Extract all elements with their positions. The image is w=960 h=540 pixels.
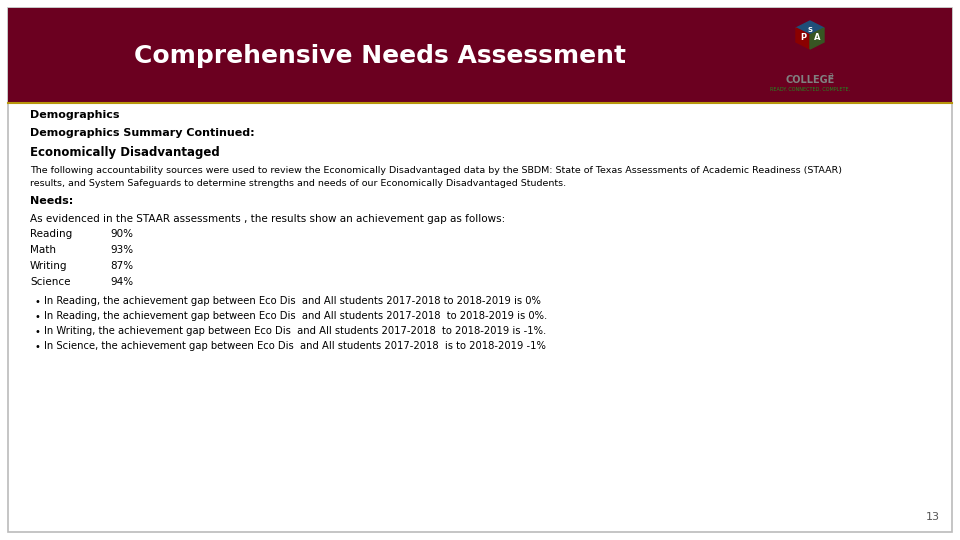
Text: S: S [807, 27, 812, 33]
Text: In Science, the achievement gap between Eco Dis  and All students 2017-2018  is : In Science, the achievement gap between … [44, 341, 546, 351]
Text: Economically Disadvantaged: Economically Disadvantaged [30, 146, 220, 159]
FancyBboxPatch shape [8, 8, 952, 532]
FancyBboxPatch shape [8, 8, 952, 103]
Polygon shape [796, 21, 824, 35]
Text: 93%: 93% [110, 245, 133, 255]
Polygon shape [810, 28, 824, 49]
Text: •: • [34, 312, 40, 322]
Text: •: • [34, 327, 40, 337]
Text: Math: Math [30, 245, 56, 255]
Text: Writing: Writing [30, 261, 67, 271]
Text: COLLEGE: COLLEGE [785, 75, 834, 85]
Text: 90%: 90% [110, 229, 133, 239]
Text: Comprehensive Needs Assessment: Comprehensive Needs Assessment [134, 44, 626, 68]
Text: P: P [800, 33, 806, 43]
Text: 94%: 94% [110, 277, 133, 287]
Polygon shape [796, 28, 810, 49]
Text: Needs:: Needs: [30, 196, 73, 206]
Text: 87%: 87% [110, 261, 133, 271]
Text: In Reading, the achievement gap between Eco Dis  and All students 2017-2018 to 2: In Reading, the achievement gap between … [44, 296, 540, 306]
Text: As evidenced in the STAAR assessments , the results show an achievement gap as f: As evidenced in the STAAR assessments , … [30, 214, 505, 224]
Text: READY. CONNECTED. COMPLETE.: READY. CONNECTED. COMPLETE. [770, 87, 850, 92]
Text: Demographics: Demographics [30, 110, 119, 120]
Text: Science: Science [30, 277, 70, 287]
Text: A: A [814, 33, 820, 43]
Text: Demographics Summary Continued:: Demographics Summary Continued: [30, 128, 254, 138]
Text: 3: 3 [828, 73, 832, 79]
Text: The following accountability sources were used to review the Economically Disadv: The following accountability sources wer… [30, 166, 842, 175]
Text: •: • [34, 297, 40, 307]
Text: results, and System Safeguards to determine strengths and needs of our Economica: results, and System Safeguards to determ… [30, 179, 566, 188]
Text: Reading: Reading [30, 229, 72, 239]
Text: In Writing, the achievement gap between Eco Dis  and All students 2017-2018  to : In Writing, the achievement gap between … [44, 326, 546, 336]
Text: In Reading, the achievement gap between Eco Dis  and All students 2017-2018  to : In Reading, the achievement gap between … [44, 311, 547, 321]
Text: •: • [34, 342, 40, 352]
Text: 13: 13 [926, 512, 940, 522]
